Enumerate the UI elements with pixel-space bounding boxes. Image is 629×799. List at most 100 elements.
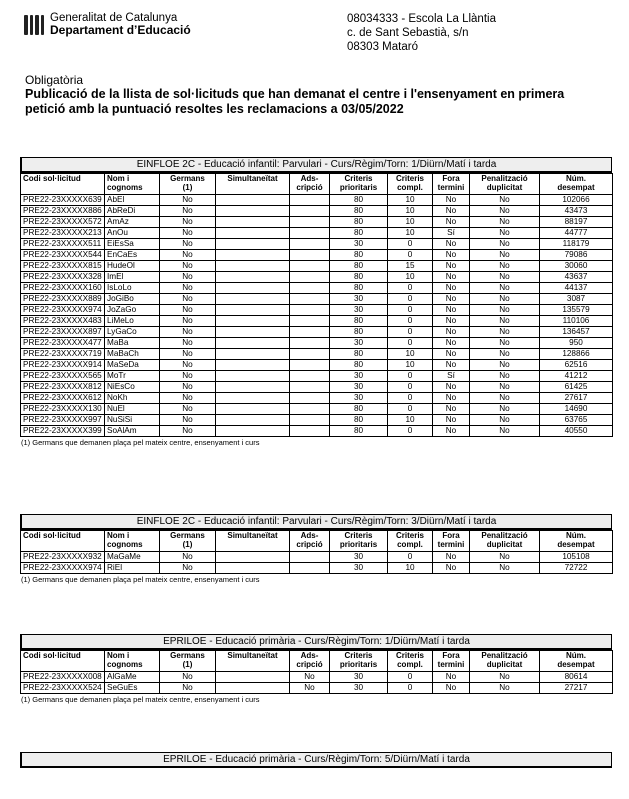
column-header-line1: Codi sol·licitud bbox=[23, 174, 81, 184]
column-header: Codi sol·licitud bbox=[20, 530, 105, 552]
table-cell: No bbox=[432, 205, 470, 217]
subtitle: Obligatòria bbox=[25, 73, 84, 87]
table-cell bbox=[289, 315, 330, 327]
section-einfloe-curs3: EINFLOE 2C - Educació infantil: Parvular… bbox=[20, 514, 613, 584]
table-row: PRE22-23XXXXX639 AbEl No 80 10 No No 102066 bbox=[20, 194, 613, 206]
table-row: PRE22-23XXXXX932 MaGaMe No 30 0 No No 105108 bbox=[20, 551, 613, 563]
table-cell: No bbox=[469, 227, 540, 239]
table-cell: 10 bbox=[387, 227, 433, 239]
table-cell: 950 bbox=[539, 337, 613, 349]
table-cell: MoTr bbox=[104, 370, 160, 382]
table-cell: 80 bbox=[329, 260, 388, 272]
table-cell: No bbox=[159, 227, 216, 239]
table-cell bbox=[215, 682, 290, 694]
table-cell: No bbox=[432, 359, 470, 371]
table-cell bbox=[215, 562, 290, 574]
column-header: Germans (1) bbox=[159, 173, 216, 195]
table-cell bbox=[215, 260, 290, 272]
column-header-line1: Penalització bbox=[481, 531, 528, 541]
column-header-line2: duplicitat bbox=[486, 183, 523, 192]
column-header: Núm. desempat bbox=[539, 173, 613, 195]
table-cell bbox=[289, 304, 330, 316]
column-header-line2: cognoms bbox=[107, 660, 143, 669]
table-cell: No bbox=[469, 671, 540, 683]
table-cell: No bbox=[159, 293, 216, 305]
table-cell: No bbox=[432, 671, 470, 683]
table-cell bbox=[289, 551, 330, 563]
table-cell: 30060 bbox=[539, 260, 613, 272]
table-cell: No bbox=[159, 403, 216, 415]
table-cell: LyGaCo bbox=[104, 326, 160, 338]
table-cell bbox=[289, 216, 330, 228]
table-cell: 80 bbox=[329, 194, 388, 206]
table-cell: SeGuEs bbox=[104, 682, 160, 694]
column-header: Núm. desempat bbox=[539, 530, 613, 552]
table-cell: 80 bbox=[329, 326, 388, 338]
table-cell: AlGaMe bbox=[104, 671, 160, 683]
table-cell: 10 bbox=[387, 194, 433, 206]
table-cell: No bbox=[469, 414, 540, 426]
table-cell: 30 bbox=[329, 392, 388, 404]
table-cell: NoKh bbox=[104, 392, 160, 404]
table-cell: No bbox=[432, 414, 470, 426]
table-cell: 80 bbox=[329, 271, 388, 283]
table-cell: No bbox=[432, 216, 470, 228]
table-cell: PRE22-23XXXXX399 bbox=[20, 425, 105, 437]
table-cell: No bbox=[469, 315, 540, 327]
table-cell: No bbox=[289, 671, 330, 683]
table-cell bbox=[289, 282, 330, 294]
table-cell: No bbox=[159, 205, 216, 217]
table-cell: 80614 bbox=[539, 671, 613, 683]
table-cell: No bbox=[159, 348, 216, 360]
table-cell: No bbox=[159, 249, 216, 261]
table-cell: 0 bbox=[387, 671, 433, 683]
table-cell: PRE22-23XXXXX815 bbox=[20, 260, 105, 272]
table-cell bbox=[215, 249, 290, 261]
table-cell: LiMeLo bbox=[104, 315, 160, 327]
table-cell: 63765 bbox=[539, 414, 613, 426]
column-header-line1: Codi sol·licitud bbox=[23, 651, 81, 661]
table-cell: PRE22-23XXXXX719 bbox=[20, 348, 105, 360]
section-epriloe-curs1: EPRILOE - Educació primària - Curs/Règim… bbox=[20, 634, 613, 704]
table-row: PRE22-23XXXXX914 MaSeDa No 80 10 No No 62516 bbox=[20, 359, 613, 371]
column-header-line1: Codi sol·licitud bbox=[23, 531, 81, 541]
table-cell bbox=[215, 359, 290, 371]
table-cell: No bbox=[432, 381, 470, 393]
table-cell: 0 bbox=[387, 282, 433, 294]
column-header: Simultaneïtat bbox=[215, 650, 290, 672]
table-cell bbox=[289, 249, 330, 261]
table-cell: 30 bbox=[329, 381, 388, 393]
column-header-line1: Criteris bbox=[395, 174, 424, 184]
table-row: PRE22-23XXXXX565 MoTr No 30 0 Sí No 41212 bbox=[20, 370, 613, 382]
table-cell: EnCaEs bbox=[104, 249, 160, 261]
table-cell: 43637 bbox=[539, 271, 613, 283]
table-cell: No bbox=[469, 551, 540, 563]
table-cell bbox=[215, 392, 290, 404]
column-header: Simultaneïtat bbox=[215, 173, 290, 195]
table-cell: No bbox=[432, 337, 470, 349]
column-header-line2: duplicitat bbox=[486, 540, 523, 549]
department-name: Departament d’Educació bbox=[50, 23, 191, 37]
table-cell: 10 bbox=[387, 205, 433, 217]
table-cell: No bbox=[469, 562, 540, 574]
column-header: Criteris compl. bbox=[387, 173, 433, 195]
table-cell bbox=[215, 238, 290, 250]
table-cell: 80 bbox=[329, 359, 388, 371]
column-header-line2: (1) bbox=[182, 183, 193, 192]
table-row: PRE22-23XXXXX524 SeGuEs No No 30 0 No No 27217 bbox=[20, 682, 613, 694]
column-header-line1: Criteris bbox=[395, 651, 424, 661]
table-cell bbox=[215, 551, 290, 563]
column-header-line1: Nom i bbox=[107, 651, 130, 661]
table-cell: PRE22-23XXXXX932 bbox=[20, 551, 105, 563]
applications-table: Codi sol·licitud Nom i cognoms Germans (1) Si… bbox=[20, 650, 613, 694]
table-cell bbox=[215, 293, 290, 305]
table-cell bbox=[215, 326, 290, 338]
table-cell: 80 bbox=[329, 425, 388, 437]
table-cell: 0 bbox=[387, 315, 433, 327]
table-row: PRE22-23XXXXX483 LiMeLo No 80 0 No No 110106 bbox=[20, 315, 613, 327]
table-cell: No bbox=[469, 326, 540, 338]
table-cell: No bbox=[432, 282, 470, 294]
table-cell: 80 bbox=[329, 282, 388, 294]
table-cell bbox=[289, 392, 330, 404]
table-cell bbox=[289, 348, 330, 360]
